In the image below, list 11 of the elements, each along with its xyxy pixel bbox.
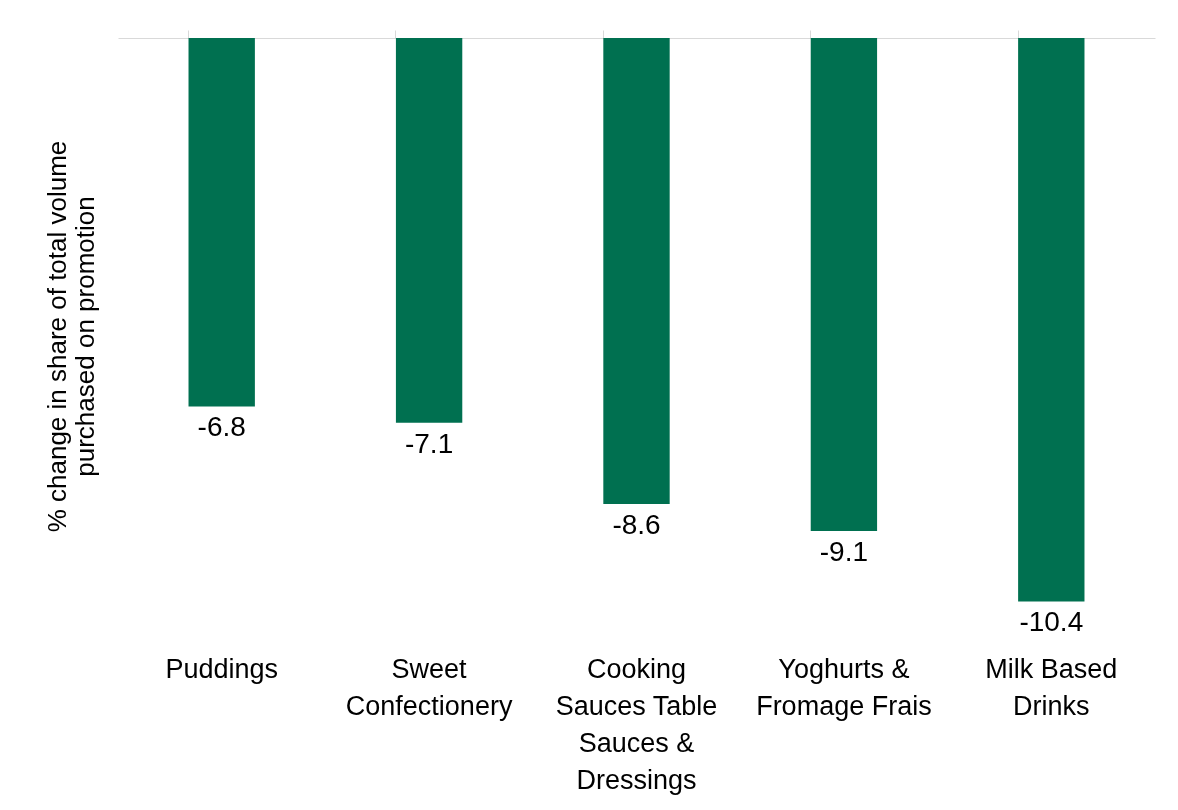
data-label: -8.6 [612,508,661,540]
data-label: -9.1 [819,536,869,568]
data-label: -7.1 [404,427,454,459]
x-tick-label: Puddings [165,653,278,684]
x-tick-label: Milk Based Drinks [985,653,1118,721]
data-label: -6.8 [197,411,246,443]
x-tick-label: Yoghurts & Fromage Frais [756,653,932,721]
y-axis-title: % change in share of total volume purchased on promotion [41,140,100,533]
data-label: -10.4 [1019,606,1084,638]
x-tick-label: Cooking Sauces Table Sauces & Dressings [555,653,718,795]
x-tick-label: Sweet Confectionery [345,653,513,721]
